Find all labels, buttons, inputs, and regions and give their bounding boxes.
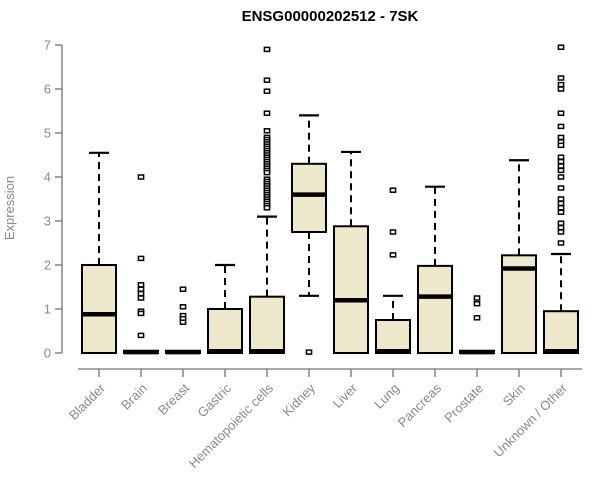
outlier-point-hematopoietic-cells: [263, 88, 271, 94]
chart-title: ENSG00000202512 - 7SK: [242, 8, 419, 25]
outlier-point-brain: [137, 332, 145, 339]
outlier-point-prostate: [473, 295, 481, 301]
outlier-point-unknown-other: [557, 200, 565, 207]
outlier-point-hematopoietic-cells: [263, 128, 271, 134]
outlier-point-brain: [137, 310, 145, 317]
x-tick-label-gastric: Gastric: [194, 380, 234, 420]
box-hematopoietic-cells: [249, 295, 285, 354]
box-kidney: [291, 162, 327, 233]
y-tick-label-1: 1: [44, 302, 51, 317]
outlier-point-unknown-other: [557, 174, 565, 180]
outlier-point-lung: [389, 252, 397, 258]
x-tick-label-kidney: Kidney: [279, 380, 318, 419]
outlier-point-brain: [137, 286, 145, 292]
outlier-point-unknown-other: [557, 163, 565, 169]
outlier-point-unknown-other: [557, 220, 565, 226]
y-tick-label-3: 3: [44, 214, 51, 229]
x-tick-label-breast: Breast: [155, 380, 192, 417]
x-tick-label-skin: Skin: [500, 381, 528, 409]
y-tick-label-6: 6: [44, 82, 51, 97]
outlier-point-hematopoietic-cells: [263, 110, 271, 116]
box-group-kidney: [291, 114, 327, 355]
outlier-point-unknown-other: [557, 158, 565, 165]
outlier-point-kidney: [305, 349, 313, 355]
outlier-point-unknown-other: [557, 81, 565, 88]
box-group-hematopoietic-cells: [249, 46, 285, 354]
outlier-point-unknown-other: [557, 209, 565, 215]
outlier-point-breast: [179, 286, 187, 292]
outlier-point-prostate: [473, 315, 481, 321]
outlier-point-unknown-other: [557, 142, 565, 149]
outlier-point-unknown-other: [557, 123, 565, 130]
box-bladder: [81, 264, 117, 354]
outlier-point-brain: [137, 290, 145, 297]
x-tick-label-bladder: Bladder: [66, 380, 109, 423]
box-group-unknown-other: [543, 44, 579, 355]
outlier-point-prostate: [473, 300, 481, 307]
outlier-point-unknown-other: [557, 229, 565, 235]
box-group-bladder: [81, 151, 117, 354]
box-group-prostate: [459, 295, 495, 355]
x-tick-label-unknown-other: Unknown / Other: [491, 380, 571, 460]
x-tick-label-brain: Brain: [118, 381, 150, 413]
outlier-point-unknown-other: [557, 167, 565, 174]
y-tick-label-5: 5: [44, 126, 51, 141]
outlier-point-unknown-other: [557, 134, 565, 141]
box-layer: [81, 44, 579, 355]
box-liver: [333, 225, 369, 354]
y-tick-label-0: 0: [44, 346, 51, 361]
outlier-point-brain: [137, 282, 145, 288]
outlier-point-unknown-other: [557, 154, 565, 160]
outlier-point-hematopoietic-cells: [263, 46, 271, 53]
box-group-skin: [501, 159, 537, 355]
x-tick-label-liver: Liver: [330, 380, 361, 411]
box-gastric: [207, 308, 243, 354]
outlier-point-unknown-other: [557, 185, 565, 191]
box-group-lung: [375, 187, 411, 354]
box-group-gastric: [207, 263, 243, 354]
outlier-point-unknown-other: [557, 86, 565, 92]
y-axis-title: Expression: [2, 176, 17, 240]
outlier-point-brain: [137, 295, 145, 301]
x-tick-label-lung: Lung: [371, 381, 402, 412]
y-tick-label-4: 4: [44, 170, 51, 185]
box-pancreas: [417, 264, 453, 355]
outlier-point-unknown-other: [557, 75, 565, 81]
box-group-pancreas: [417, 185, 453, 355]
outlier-point-brain: [137, 174, 145, 180]
outlier-point-breast: [179, 319, 187, 325]
y-tick-label-7: 7: [44, 38, 51, 53]
outlier-point-unknown-other: [557, 110, 565, 116]
box-unknown-other: [543, 310, 579, 355]
outlier-point-unknown-other: [557, 196, 565, 202]
outlier-point-brain: [137, 255, 145, 262]
outlier-point-hematopoietic-cells: [263, 205, 271, 211]
outlier-point-unknown-other: [557, 205, 565, 211]
box-group-liver: [333, 150, 369, 354]
outlier-point-lung: [389, 229, 397, 235]
outlier-point-unknown-other: [557, 44, 565, 50]
x-tick-label-pancreas: Pancreas: [395, 380, 445, 430]
box-group-breast: [165, 286, 201, 355]
outlier-point-lung: [389, 187, 397, 193]
outlier-point-hematopoietic-cells: [263, 169, 271, 176]
outlier-point-unknown-other: [557, 240, 565, 246]
x-tick-label-prostate: Prostate: [441, 381, 486, 426]
outlier-point-breast: [179, 304, 187, 310]
outlier-point-hematopoietic-cells: [263, 77, 271, 83]
box-group-brain: [123, 174, 159, 355]
y-tick-label-2: 2: [44, 258, 51, 273]
box-lung: [375, 319, 411, 354]
outlier-point-unknown-other: [557, 224, 565, 231]
box-skin: [501, 254, 537, 355]
